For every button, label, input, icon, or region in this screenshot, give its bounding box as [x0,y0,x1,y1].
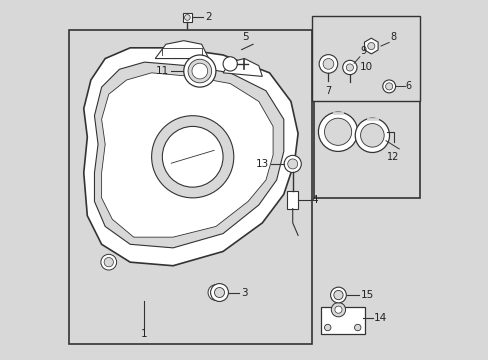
Text: 5: 5 [242,32,248,42]
Circle shape [188,59,211,83]
Circle shape [318,112,357,152]
Circle shape [330,287,346,303]
Circle shape [324,118,351,145]
Circle shape [162,126,223,187]
Circle shape [211,288,220,297]
Text: 9: 9 [360,46,366,56]
Circle shape [210,284,228,301]
Circle shape [192,63,207,79]
Circle shape [382,80,395,93]
Text: 2: 2 [205,13,211,22]
Circle shape [342,60,356,75]
Polygon shape [223,59,262,76]
Text: 15: 15 [360,290,373,300]
Circle shape [360,123,384,147]
Circle shape [334,306,341,313]
FancyBboxPatch shape [312,16,419,102]
Text: 12: 12 [386,153,399,162]
Circle shape [331,302,345,317]
Circle shape [319,55,337,73]
Circle shape [323,59,333,69]
Polygon shape [94,62,283,248]
Text: 8: 8 [389,32,395,42]
Text: 1: 1 [141,329,147,339]
Circle shape [104,257,113,267]
Bar [286,191,298,208]
Circle shape [333,291,343,300]
FancyBboxPatch shape [320,307,364,334]
Circle shape [346,64,353,71]
Circle shape [214,288,224,297]
Circle shape [183,55,216,87]
FancyBboxPatch shape [313,55,419,198]
Text: 6: 6 [405,81,411,91]
Circle shape [207,285,224,300]
Circle shape [287,159,297,169]
Polygon shape [364,38,377,54]
Circle shape [184,15,190,20]
Text: 3: 3 [241,288,247,297]
Circle shape [223,57,237,71]
Circle shape [354,324,360,331]
Text: 13: 13 [256,159,269,169]
Text: 11: 11 [156,66,169,76]
Circle shape [101,254,116,270]
Polygon shape [83,48,298,266]
Text: 14: 14 [373,312,386,323]
Circle shape [385,83,392,90]
Bar [183,13,191,22]
Circle shape [284,156,301,172]
Text: 4: 4 [311,195,318,204]
Polygon shape [102,73,272,237]
Circle shape [367,42,374,50]
Text: 7: 7 [325,86,331,96]
Text: 10: 10 [359,63,372,72]
Circle shape [151,116,233,198]
FancyBboxPatch shape [69,30,312,344]
Circle shape [324,324,330,331]
Circle shape [354,118,389,153]
Polygon shape [155,41,208,59]
